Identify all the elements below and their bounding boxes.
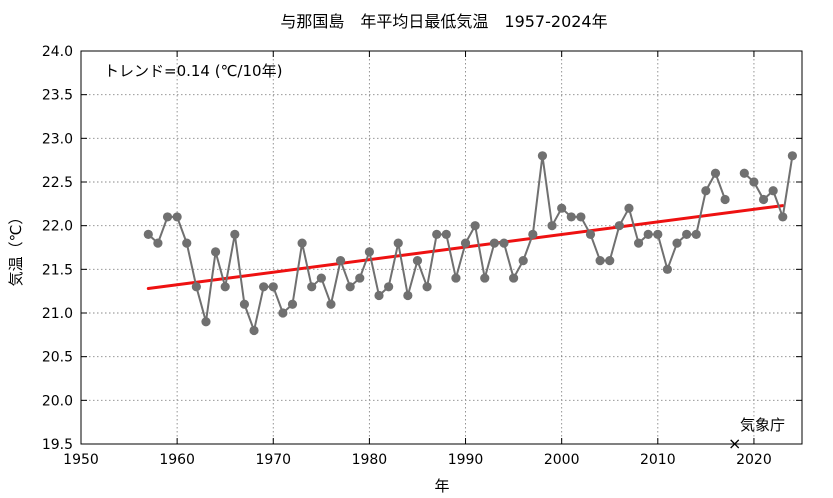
data-point xyxy=(605,256,615,266)
data-point xyxy=(451,273,461,283)
data-point xyxy=(153,238,163,248)
data-point xyxy=(239,299,250,309)
data-point xyxy=(585,229,596,239)
y-tick-label: 20.5 xyxy=(42,350,73,366)
x-tick-label: 1990 xyxy=(448,452,484,468)
x-tick-label: 2000 xyxy=(544,452,580,468)
data-point xyxy=(182,238,192,248)
data-point xyxy=(537,151,548,161)
data-point xyxy=(210,247,221,257)
data-point xyxy=(778,212,788,222)
data-point xyxy=(768,186,778,196)
data-point xyxy=(576,212,586,222)
data-point xyxy=(787,151,797,161)
data-point xyxy=(489,238,499,248)
missing-marker: × xyxy=(728,434,741,453)
data-point xyxy=(143,229,153,239)
x-tick-label: 2010 xyxy=(640,452,676,468)
x-tick-label: 1960 xyxy=(159,452,195,468)
y-tick-label: 20.0 xyxy=(42,393,73,409)
data-point xyxy=(374,290,384,301)
data-point xyxy=(191,282,201,292)
data-point xyxy=(624,203,634,213)
y-tick-label: 21.5 xyxy=(42,262,73,278)
data-point xyxy=(701,186,711,196)
trend-label: トレンド=0.14 (℃/10年) xyxy=(104,62,282,80)
data-point xyxy=(335,256,346,266)
y-tick-label: 23.0 xyxy=(42,131,73,147)
data-point xyxy=(758,194,769,205)
data-point xyxy=(547,221,557,231)
y-axis-label: 気温（℃） xyxy=(7,210,25,287)
data-point xyxy=(432,229,442,239)
data-point xyxy=(307,282,317,292)
data-point xyxy=(326,299,336,309)
plot-frame xyxy=(80,50,803,445)
data-point xyxy=(653,229,663,239)
data-point xyxy=(633,238,644,248)
data-point xyxy=(595,256,605,266)
data-point xyxy=(557,203,567,213)
data-point xyxy=(720,194,730,205)
x-tick-label: 2020 xyxy=(736,452,772,468)
data-point xyxy=(441,229,451,239)
y-tick-label: 23.5 xyxy=(42,88,73,104)
y-tick-label: 22.5 xyxy=(42,175,73,191)
x-axis-label: 年 xyxy=(434,477,449,495)
data-point xyxy=(268,282,278,292)
data-point xyxy=(162,212,173,222)
data-point xyxy=(682,229,692,239)
data-point xyxy=(249,325,259,336)
data-point xyxy=(345,282,355,292)
data-point xyxy=(470,221,480,231)
data-point xyxy=(662,264,673,274)
data-point xyxy=(566,212,576,222)
data-point xyxy=(499,238,509,248)
data-point xyxy=(355,273,365,283)
data-point xyxy=(316,273,326,283)
data-point xyxy=(393,238,403,248)
y-tick-label: 22.0 xyxy=(42,219,73,235)
data-point xyxy=(710,168,721,178)
data-point xyxy=(518,256,528,266)
y-tick-label: 19.5 xyxy=(42,437,73,453)
data-point xyxy=(364,247,374,257)
x-tick-label: 1970 xyxy=(255,452,291,468)
y-tick-label: 21.0 xyxy=(42,306,73,322)
source-label: 気象庁 xyxy=(740,416,785,434)
x-tick-label: 1950 xyxy=(63,452,99,468)
data-point xyxy=(614,221,624,231)
data-point xyxy=(508,273,519,283)
data-point xyxy=(749,177,759,187)
data-point xyxy=(278,308,288,318)
y-tick-label: 24.0 xyxy=(42,44,73,60)
chart-title: 与那国島 年平均日最低気温 1957-2024年 xyxy=(280,12,607,31)
data-point xyxy=(672,238,682,248)
data-point xyxy=(230,229,240,239)
data-point xyxy=(480,273,490,283)
data-point xyxy=(297,238,307,248)
data-point xyxy=(384,282,394,292)
data-point xyxy=(201,317,211,327)
data-point xyxy=(259,282,269,292)
data-point xyxy=(412,256,423,266)
data-point xyxy=(643,229,653,239)
data-point xyxy=(739,168,749,178)
data-point xyxy=(422,282,432,292)
data-point xyxy=(287,299,298,309)
data-point xyxy=(172,212,182,222)
x-tick-label: 1980 xyxy=(352,452,388,468)
data-point xyxy=(528,229,538,239)
data-point xyxy=(460,238,471,248)
data-point xyxy=(691,229,701,239)
data-point xyxy=(403,290,413,301)
data-point xyxy=(220,282,230,292)
